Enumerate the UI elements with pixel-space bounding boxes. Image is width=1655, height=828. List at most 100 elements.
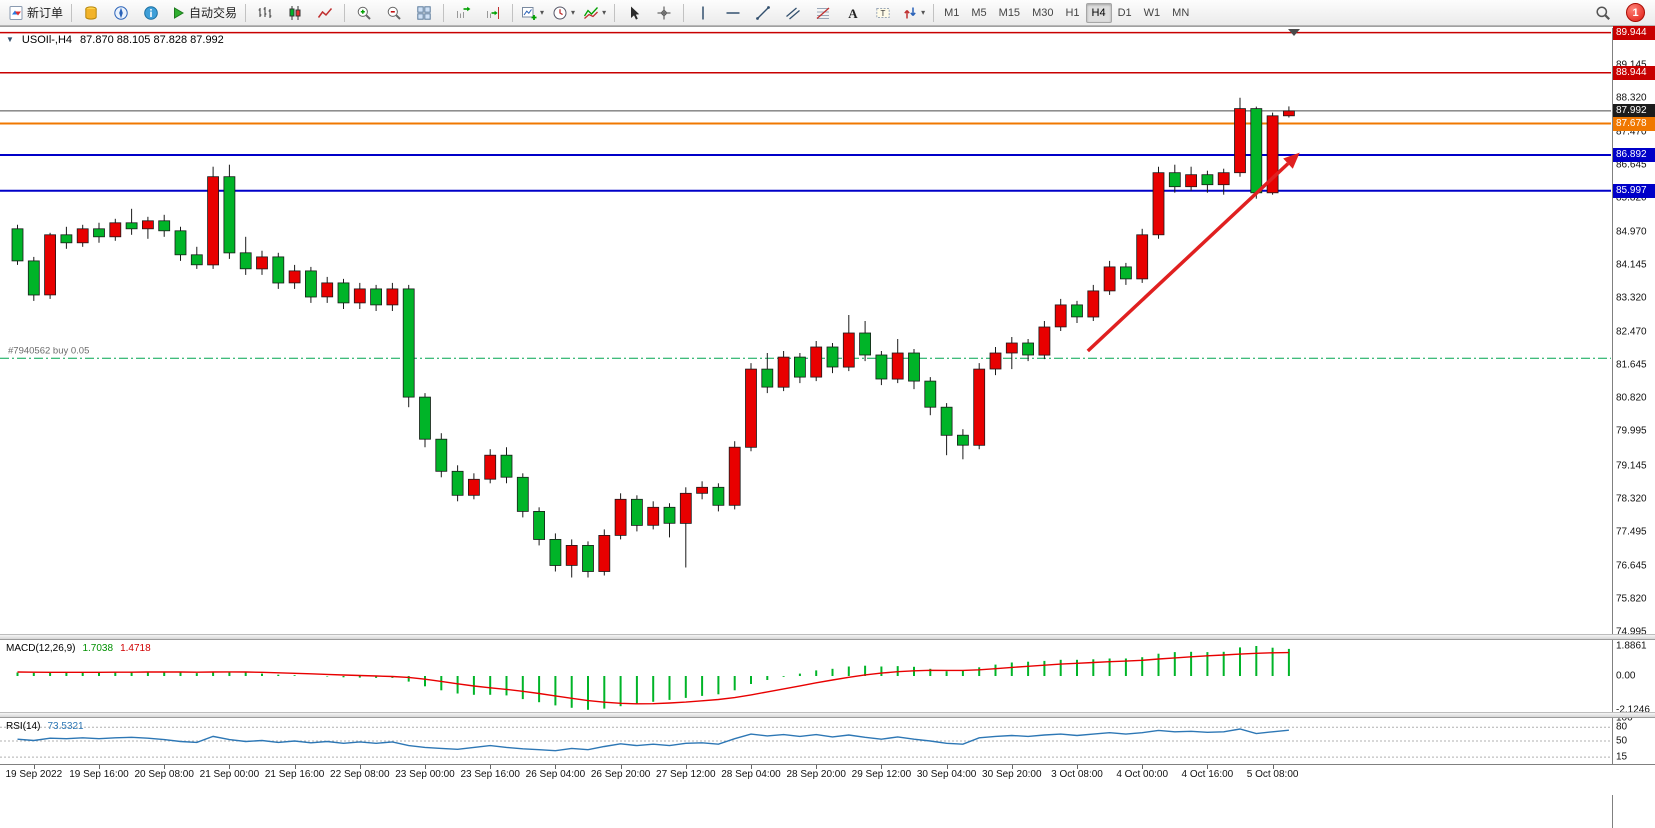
navigator-button[interactable] [106,1,136,25]
new-chart-icon [521,5,537,21]
line-chart-button[interactable] [310,1,340,25]
new-order-button[interactable]: 新订单 [4,1,67,25]
chart-shift-marker[interactable] [1288,29,1300,36]
price-badge: 86.892 [1613,148,1655,162]
horizontal-line-button[interactable] [718,1,748,25]
candle [435,433,448,478]
text-button[interactable]: A [838,1,868,25]
trend-arrow[interactable] [1086,152,1300,353]
bar-chart-button[interactable] [250,1,280,25]
hline-icon [725,5,741,21]
terminal-button[interactable] [136,1,166,25]
cursor-button[interactable] [619,1,649,25]
price-tick: 86.645 [1616,159,1647,171]
zoom-out-button[interactable] [379,1,409,25]
candle [842,315,855,372]
price-tick: 87.470 [1616,126,1647,138]
price-axis[interactable]: 89.145 88.320 87.470 86.645 85.820 84.970 84.1… [1612,25,1655,828]
timeframe-d1[interactable]: D1 [1117,6,1132,19]
autotrading-button[interactable]: 自动交易 [166,1,241,25]
candle [27,256,40,301]
candle [908,349,920,390]
quick-trade-toggle[interactable]: ▼ [6,35,14,44]
rsi-axis-label: 80 [1616,721,1628,733]
candle [484,449,497,484]
candle [1201,170,1214,193]
text-label-button[interactable]: T [868,1,898,25]
candle [467,473,480,500]
time-tick [1011,765,1013,769]
tile-windows-button[interactable] [409,1,439,25]
panel-divider[interactable] [0,634,1655,640]
time-tick [1077,765,1078,769]
candle [745,363,757,452]
price-tick: 79.145 [1616,460,1647,471]
timeframe-m15[interactable]: M15 [998,6,1021,19]
macd-panel[interactable]: MACD(12,26,9) 1.7038 1.4718 [0,640,1611,712]
indicators-button[interactable]: ▾ [579,1,610,25]
candle [353,282,366,309]
candle [141,216,154,239]
toolbar-separator [443,3,445,22]
macd-signal-line [17,651,1289,705]
candlestick-chart-button[interactable] [280,1,310,25]
periods-button[interactable]: ▾ [548,1,579,25]
panel-divider[interactable] [0,712,1655,718]
candle [826,343,839,374]
timeframe-m1[interactable]: M1 [944,6,960,19]
time-label: 3 Oct 08:00 [1051,769,1103,780]
price-tick: 81.645 [1616,359,1647,371]
time-label: 23 Sep 16:00 [460,769,520,780]
candle [549,533,562,572]
timeframe-h4[interactable]: H4 [1085,2,1112,23]
vertical-line-button[interactable] [688,1,718,25]
crosshair-button[interactable] [649,1,679,25]
chart-ohlc-label: ▼ USOIl-,H4 87.870 88.105 87.828 87.992 [6,34,224,46]
timeframe-m5[interactable]: M5 [971,6,987,19]
candle [451,465,464,502]
macd-axis-label: -2.1246 [1616,704,1650,716]
candle [125,208,138,235]
candle [631,495,643,532]
candle [1283,106,1295,118]
search-icon [1595,5,1611,21]
notification-badge[interactable]: 1 [1626,3,1645,22]
time-label: 26 Sep 20:00 [590,769,651,780]
periods-icon [552,5,568,21]
time-axis[interactable]: 19 Sep 2022 19 Sep 16:00 20 Sep 08:00 21 Se… [0,764,1655,795]
candle [777,351,790,392]
candle [44,232,56,299]
channel-icon [785,5,801,21]
time-tick [1142,765,1144,769]
market-watch-button[interactable] [76,1,106,25]
toolbar-separator [245,3,247,22]
toolbar-separator [71,3,73,22]
zoom-in-button[interactable] [349,1,379,25]
macd-signal-value: 1.4718 [120,643,151,654]
chart-shift-button[interactable] [478,1,508,25]
fibonacci-button[interactable] [808,1,838,25]
candle [60,226,73,249]
time-tick [620,765,622,769]
candle [940,403,953,456]
timeframe-mn[interactable]: MN [1172,6,1190,19]
auto-scroll-button[interactable] [448,1,478,25]
candle [76,224,89,247]
trendline-button[interactable] [748,1,778,25]
search-button[interactable] [1588,1,1618,25]
channel-button[interactable] [778,1,808,25]
arrows-button[interactable]: ▾ [898,1,929,25]
candle [957,429,969,460]
timeframe-w1[interactable]: W1 [1143,6,1161,19]
trendline-icon [755,5,771,21]
price-tick: 75.820 [1616,593,1647,605]
new-chart-button[interactable]: ▾ [517,1,548,25]
new-order-button-label: 新订单 [27,6,64,20]
rsi-panel[interactable]: RSI(14) 73.5321 [0,718,1611,764]
tile-windows-icon [416,5,432,21]
macd-axis-label: 0.00 [1616,670,1636,682]
toolbar-separator [683,3,685,22]
timeframe-h1[interactable]: H1 [1065,6,1080,19]
price-chart[interactable]: #7940562 buy 0.05 ▼ USOIl-,H4 87.870 88.… [0,28,1611,634]
timeframe-m30[interactable]: M30 [1032,6,1054,19]
